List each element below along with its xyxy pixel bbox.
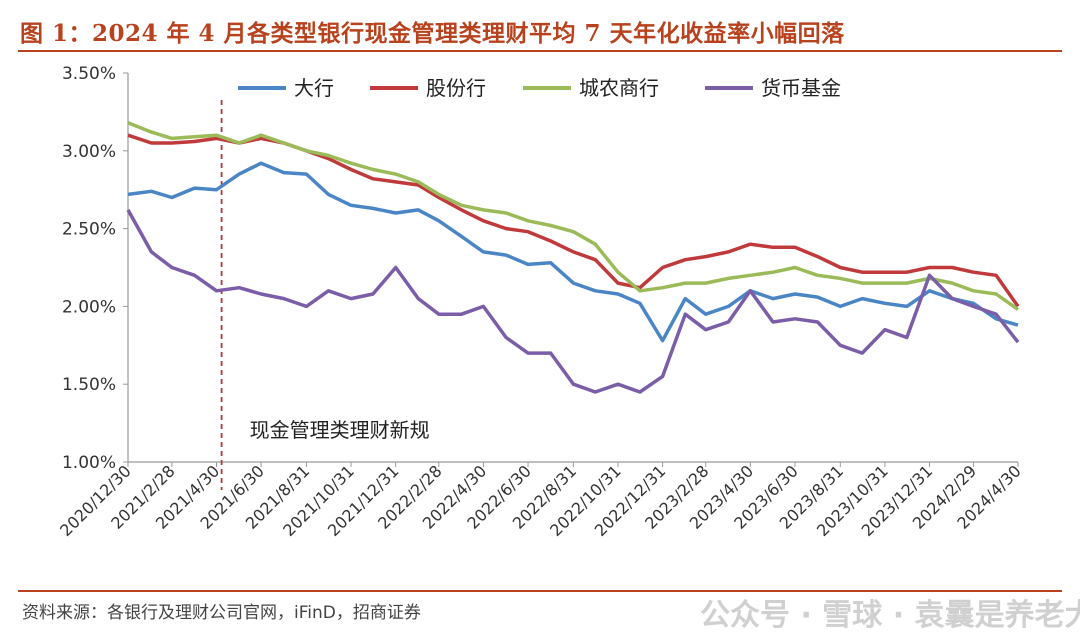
- legend-label: 城农商行: [579, 76, 659, 100]
- y-tick-label: 3.50%: [62, 64, 116, 84]
- legend-label: 大行: [294, 76, 334, 100]
- y-tick-label: 1.50%: [62, 375, 116, 395]
- y-tick-label: 2.50%: [62, 220, 116, 240]
- source-note: 资料来源：各银行及理财公司官网，iFinD，招商证券: [22, 603, 421, 623]
- title-rule: [18, 50, 1062, 52]
- line-chart: 3.50%3.00%2.50%2.00%1.50%1.00%2020/12/30…: [56, 64, 1025, 540]
- series-line-1: [127, 161, 1019, 343]
- y-tick-label: 1.00%: [62, 453, 116, 473]
- footer-rule: [18, 590, 1062, 592]
- series-line-3: [127, 121, 1020, 311]
- legend-label: 货币基金: [761, 76, 841, 100]
- series-line-4: [126, 209, 1020, 394]
- legend-label: 股份行: [426, 76, 486, 100]
- y-tick-label: 3.00%: [62, 142, 116, 162]
- watermark: 公众号 · 雪球 · 袁曩是养老大户: [700, 598, 1080, 633]
- policy-annotation: 现金管理类理财新规: [250, 418, 430, 442]
- figure-title: 图 1：2024 年 4 月各类型银行现金管理类理财平均 7 天年化收益率小幅回…: [20, 20, 845, 47]
- y-tick-label: 2.00%: [62, 297, 116, 317]
